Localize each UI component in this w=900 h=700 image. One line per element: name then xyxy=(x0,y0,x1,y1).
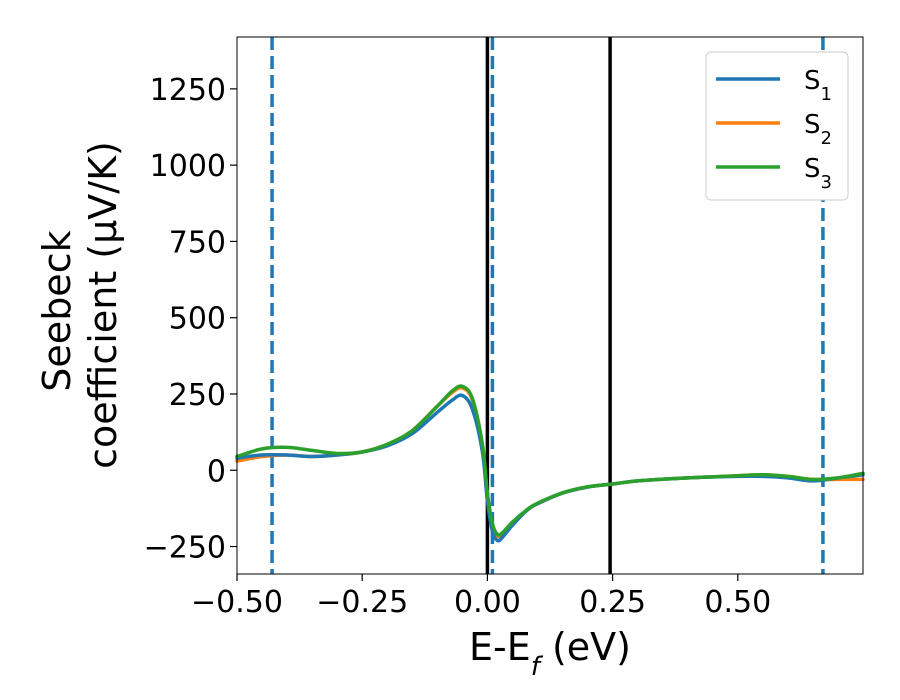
y-axis-title-line1: Seebeck xyxy=(35,230,79,391)
y-tick-label: 750 xyxy=(169,225,226,260)
legend-label-s1: S1 xyxy=(804,66,832,105)
x-tick-label: 0.50 xyxy=(704,585,771,620)
series-line-s3 xyxy=(235,384,865,537)
legend-box xyxy=(705,51,849,201)
legend-label-s2: S2 xyxy=(804,110,832,149)
x-axis-ticks: −0.50 −0.25 0.00 0.25 0.50 xyxy=(191,574,771,620)
y-axis-title-line2: coefficient (μV/K) xyxy=(81,141,125,469)
x-axis-title-unit: (eV) xyxy=(540,625,631,669)
x-tick-label: 0.00 xyxy=(454,585,521,620)
y-tick-label: −250 xyxy=(144,531,226,566)
x-axis-title: E-Ef (eV) xyxy=(469,625,631,682)
x-tick-label: 0.25 xyxy=(579,585,646,620)
y-tick-label: 250 xyxy=(169,378,226,413)
vertical-markers xyxy=(270,37,825,574)
x-axis-title-main: E-E xyxy=(469,625,531,669)
y-axis-ticks: −250 0 250 500 750 1000 1250 xyxy=(144,73,237,566)
y-tick-label: 1250 xyxy=(150,73,226,108)
y-axis-title: Seebeck coefficient (μV/K) xyxy=(35,141,125,469)
legend: S1 S2 S3 xyxy=(705,51,849,201)
plot-frame xyxy=(236,36,864,575)
y-tick-label: 1000 xyxy=(150,149,226,184)
x-tick-label: −0.25 xyxy=(316,585,408,620)
x-tick-label: −0.50 xyxy=(191,585,283,620)
legend-label-s3: S3 xyxy=(804,154,832,193)
series-lines xyxy=(235,384,865,543)
y-tick-label: 500 xyxy=(169,302,226,337)
y-tick-label: 0 xyxy=(207,454,226,489)
